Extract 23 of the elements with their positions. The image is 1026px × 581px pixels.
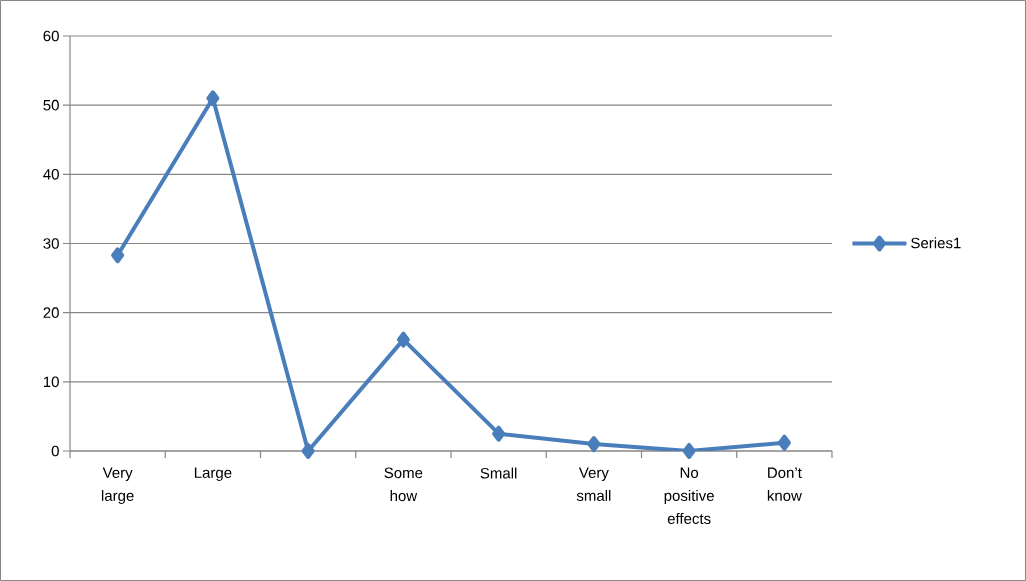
y-tick-label: 20	[43, 307, 59, 318]
x-tick-label: Small	[480, 467, 517, 479]
y-tick-label: 0	[51, 445, 59, 457]
point	[396, 331, 410, 348]
point	[587, 436, 601, 453]
x-tick-label: Very small	[576, 467, 611, 501]
x-tick-label: Very large	[101, 467, 134, 504]
y-tick-label: 10	[43, 376, 59, 388]
point	[682, 442, 696, 459]
x-tick-label: Large	[194, 467, 232, 481]
point	[492, 425, 506, 442]
point	[111, 247, 125, 264]
y-tick-label: 40	[43, 169, 59, 180]
y-tick-label: 30	[43, 238, 59, 249]
point	[777, 434, 791, 451]
x-tick-label: No positive effects	[664, 467, 714, 524]
y-tick-label: 60	[43, 30, 59, 42]
legend-label: Series1	[911, 237, 961, 249]
x-tick-label: Don’t know	[767, 467, 802, 501]
point	[301, 442, 315, 459]
point	[206, 90, 220, 107]
y-tick-label: 50	[43, 99, 59, 111]
x-tick-label: Some how	[384, 467, 423, 502]
